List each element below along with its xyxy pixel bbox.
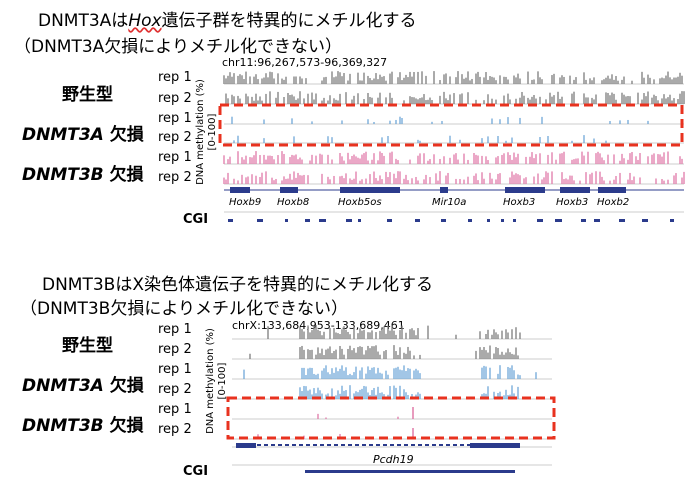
panel1-cgi-mark	[468, 219, 472, 222]
panel1-cgi-mark	[581, 219, 586, 222]
panel1-coordinates: chr11:96,267,573-96,369,327	[222, 56, 388, 69]
panel2-gene-exon-left	[236, 443, 256, 448]
panel2-wt-rep2: rep 2	[158, 342, 192, 357]
panel2-dnmt3b-rep2-track	[232, 433, 552, 440]
panel1-dnmt3a-rep2-track	[224, 135, 684, 144]
panel1-dnmt3b-rep1-track	[223, 151, 684, 165]
panel1-a-rep1: rep 1	[158, 111, 192, 126]
panel1-cgi-mark	[346, 219, 352, 222]
panel1-gene-hoxb9: Hoxb9	[229, 197, 262, 208]
panel2-tracks	[232, 325, 552, 440]
panel1-dnmt3a-highlight-box	[218, 103, 684, 147]
panel2-title: DNMT3BはX染色体遺伝子を特異的にメチル化する	[42, 275, 433, 295]
panel2-b-rep1: rep 1	[158, 402, 192, 417]
panel1-cgi-mark	[305, 219, 310, 222]
panel2-coordinates: chrX:133,684,953-133,689,461	[232, 319, 405, 332]
panel1-title-gene: Hox	[128, 11, 162, 31]
panel2-wt-rep1-track	[232, 325, 552, 340]
panel2-subtitle: （DNMT3B欠損によりメチル化できない）	[20, 299, 348, 319]
panel1-gene-hoxb3-b: Hoxb3	[556, 197, 589, 208]
panel2-gene-exon-right	[470, 443, 520, 448]
panel1-gene-hoxb8: Hoxb8	[277, 197, 310, 208]
panel2-gene-pcdh19: Pcdh19	[373, 453, 414, 466]
panel2-cgi-block	[305, 470, 515, 473]
panel2-dnmt3a-rep1-track	[232, 365, 552, 380]
panel2-wt-rep1: rep 1	[158, 322, 192, 337]
panel2-b-rep2: rep 2	[158, 422, 192, 437]
panel2-a-rep1: rep 1	[158, 362, 192, 377]
panel1-cgi-mark	[670, 219, 674, 222]
panel1-gene-block-0	[230, 187, 250, 193]
panel1-cgi-mark	[487, 219, 490, 222]
panel2-dnmt3a-label: DNMT3A 欠損	[22, 376, 144, 396]
panel1-gene-block-2	[340, 187, 400, 193]
panel1-gene-mir10a: Mir10a	[432, 197, 467, 208]
panel1-gene-block-6	[598, 187, 626, 193]
panel1-cgi-mark	[415, 219, 420, 222]
panel1-wt-label: 野生型	[62, 85, 113, 105]
panel1-cgi-mark	[319, 219, 326, 222]
panel1-cgi-mark	[257, 219, 263, 222]
panel1-b-rep2: rep 2	[158, 170, 192, 185]
panel1-subtitle: （DNMT3A欠損によりメチル化できない）	[14, 37, 342, 57]
panel1-b-rep1: rep 1	[158, 150, 192, 165]
panel2-a-rep2: rep 2	[158, 382, 192, 397]
panel1-cgi-mark	[441, 219, 446, 222]
panel2-dnmt3b-rep1-track	[232, 413, 552, 420]
panel2-dnmt3b-label: DNMT3B 欠損	[22, 416, 144, 436]
panel1-gene-block-5	[560, 187, 590, 193]
panel1-title: DNMT3AはHox遺伝子群を特異的にメチル化する	[38, 11, 417, 31]
panel1-gene-block-4	[505, 187, 545, 193]
panel2-dnmt3b-highlight-box	[226, 396, 556, 440]
panel2-wt-rep2-track	[232, 345, 552, 360]
panel2-wt-label: 野生型	[62, 336, 113, 356]
panel1-cgi-mark	[594, 219, 600, 222]
panel1-wt-rep1: rep 1	[158, 70, 192, 85]
panel1-wt-rep2-track	[224, 91, 685, 105]
panel1-tracks	[223, 71, 685, 185]
panel1-gene-block-1	[280, 187, 298, 193]
panel1-cgi-mark	[537, 219, 543, 222]
panel1-dnmt3a-rep1-track	[224, 116, 684, 125]
panel1-wt-rep2: rep 2	[158, 91, 192, 106]
panel1-gene-hoxb2: Hoxb2	[597, 197, 630, 208]
panel1-a-rep2: rep 2	[158, 130, 192, 145]
panel1-gene-blocks	[230, 187, 626, 193]
panel1-gene-block-3	[440, 187, 448, 193]
panel1-dnmt3b-label: DNMT3B 欠損	[22, 165, 144, 185]
panel1-cgi-mark	[387, 219, 392, 222]
panel1-cgi-mark	[619, 219, 625, 222]
panel1-dnmt3b-rep2-track	[223, 171, 685, 185]
panel1-cgi-blocks	[228, 219, 674, 222]
panel1-wt-rep1-track	[223, 71, 684, 85]
panel2-dnmt3a-rep2-track	[232, 385, 552, 400]
panel1-cgi-mark	[555, 219, 562, 222]
panel1-cgi-mark	[285, 219, 288, 222]
panel1-cgi-mark	[358, 219, 361, 222]
panel1-cgi-label: CGI	[183, 212, 209, 227]
panel1-dnmt3a-label: DNMT3A 欠損	[22, 125, 144, 145]
panel2-cgi-label: CGI	[183, 464, 209, 479]
panel1-gene-hoxb5os: Hoxb5os	[338, 197, 382, 208]
panel1-cgi-mark	[513, 219, 516, 222]
panel1-cgi-mark	[501, 219, 504, 222]
panel1-cgi-mark	[642, 219, 648, 222]
panel1-gene-hoxb3-a: Hoxb3	[503, 197, 536, 208]
panel1-cgi-mark	[228, 219, 233, 222]
